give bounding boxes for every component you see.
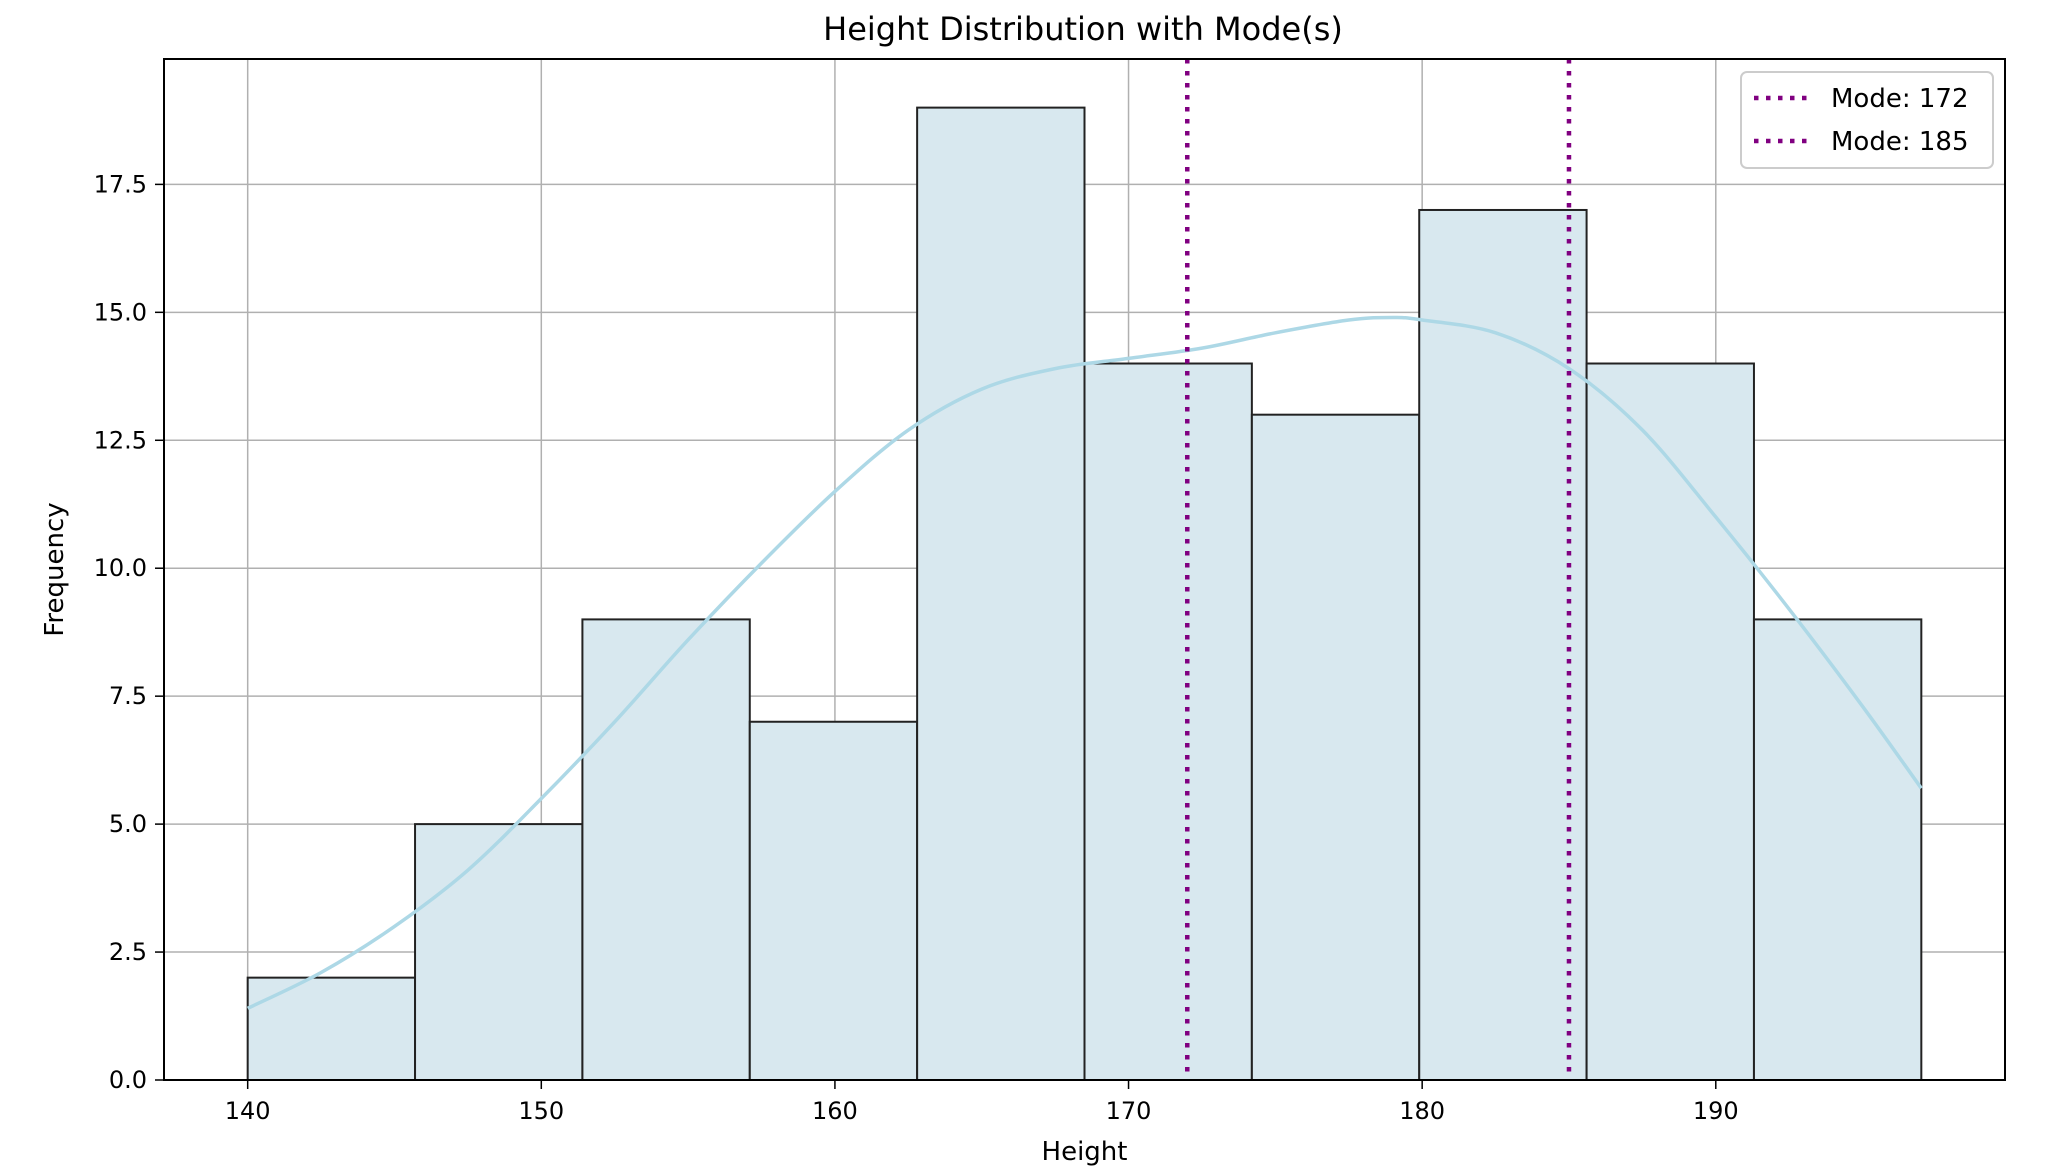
- y-tick-label: 10.0: [94, 554, 147, 582]
- histogram-bar: [916, 106, 1086, 1082]
- x-axis-title: Height: [1042, 1137, 1128, 1166]
- y-axis-ticks: 0.0 2.5 5.0 7.5 10.0 12.5 15.0 17.5: [94, 170, 164, 1094]
- histogram-bar: [1585, 362, 1755, 1081]
- histogram-bar: [414, 823, 584, 1082]
- y-tick-label: 0.0: [109, 1066, 147, 1094]
- x-tick-label: 140: [225, 1097, 271, 1125]
- histogram-bar: [1752, 618, 1923, 1081]
- y-tick-label: 12.5: [94, 426, 147, 454]
- kde-layer: [246, 315, 1923, 1010]
- y-axis-title: Frequency: [40, 502, 70, 636]
- y-tick-label: 5.0: [109, 810, 147, 838]
- histogram-bar: [748, 720, 919, 1081]
- legend-label: Mode: 172: [1831, 84, 1969, 114]
- y-tick-label: 15.0: [94, 298, 147, 326]
- x-tick-label: 160: [812, 1097, 858, 1125]
- legend: Mode: 172 Mode: 185: [1740, 71, 1994, 169]
- x-axis-ticks: 140 150 160 170 180 190: [225, 1080, 1739, 1125]
- legend-label: Mode: 185: [1831, 127, 1969, 157]
- y-tick-label: 2.5: [109, 938, 147, 966]
- histogram-bar: [1083, 362, 1253, 1081]
- y-tick-label: 17.5: [94, 170, 147, 198]
- mode-layer: [1185, 59, 1572, 1080]
- histogram-bar: [246, 976, 417, 1081]
- kde-curve: [246, 315, 1923, 1010]
- chart-title: Height Distribution with Mode(s): [823, 10, 1343, 48]
- plot-frame: [163, 58, 2006, 1081]
- x-tick-label: 190: [1693, 1097, 1739, 1125]
- x-tick-label: 170: [1106, 1097, 1152, 1125]
- histogram-bar: [1418, 208, 1588, 1082]
- histogram-bar: [581, 618, 751, 1081]
- bars-layer: [246, 106, 1923, 1082]
- y-tick-label: 7.5: [109, 682, 147, 710]
- x-tick-label: 180: [1399, 1097, 1445, 1125]
- histogram-bar: [1250, 413, 1421, 1081]
- x-tick-label: 150: [518, 1097, 564, 1125]
